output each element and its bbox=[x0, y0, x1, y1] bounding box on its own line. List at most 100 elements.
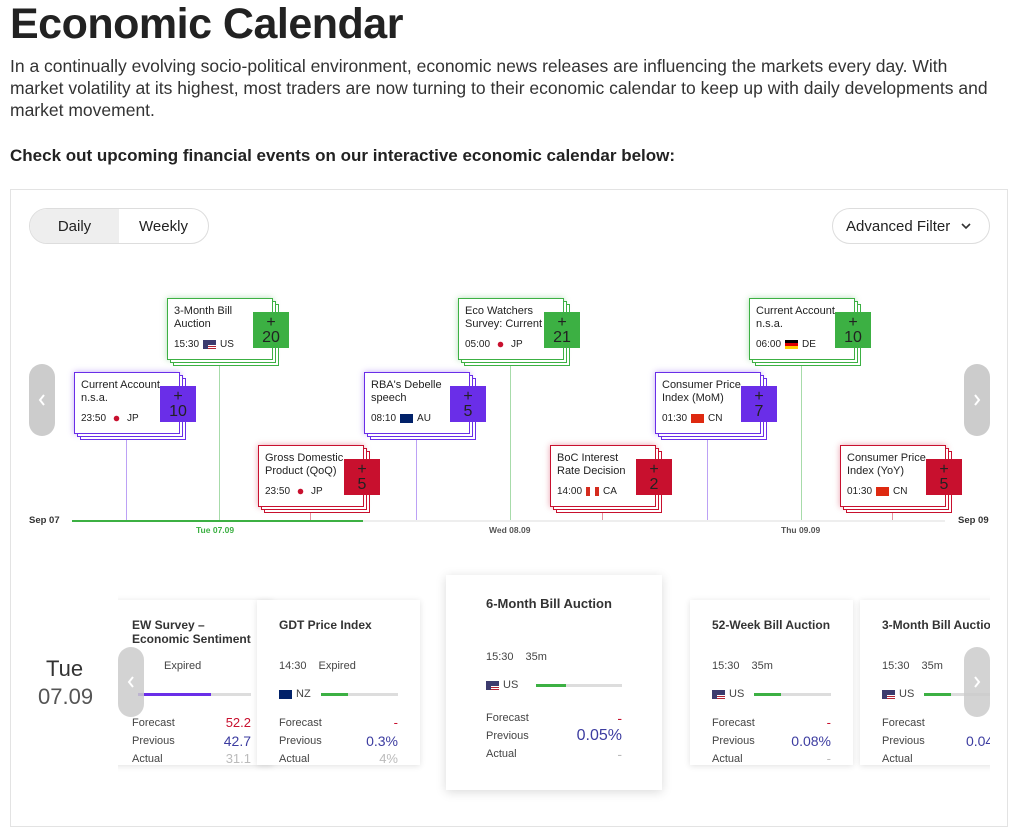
event-meta: 14:00 CA bbox=[557, 486, 617, 499]
timeline-event[interactable]: Current Account n.s.a. 23:50 JP + 10 bbox=[74, 372, 196, 434]
day-date: 07.09 bbox=[38, 684, 94, 709]
card-time-row: 15:30 35m bbox=[712, 652, 831, 680]
event-more[interactable]: + 2 bbox=[636, 459, 672, 495]
event-country: JP bbox=[127, 412, 139, 424]
tab-weekly[interactable]: Weekly bbox=[139, 217, 188, 235]
field-label: Forecast bbox=[486, 712, 529, 724]
flag bbox=[494, 340, 508, 350]
card-time: 15:30 bbox=[712, 660, 740, 672]
timeline-event[interactable]: 3-Month Bill Auction 15:30 US + 20 bbox=[167, 298, 289, 360]
event-time: 23:50 bbox=[265, 485, 291, 497]
event-title: Consumer Price Index (YoY) bbox=[847, 452, 926, 477]
flag bbox=[785, 340, 799, 350]
event-more[interactable]: + 10 bbox=[160, 386, 196, 422]
event-cards: EW Survey – Economic Sentiment Expired For… bbox=[118, 560, 990, 810]
timeline-prev[interactable] bbox=[29, 364, 55, 436]
card-title: 52-Week Bill Auction bbox=[712, 618, 831, 632]
advanced-filter[interactable]: Advanced Filter bbox=[832, 208, 990, 244]
event-title: Eco Watchers Survey: Current bbox=[465, 305, 543, 330]
card-title: EW Survey – Economic Sentiment bbox=[132, 618, 251, 646]
card-country: US bbox=[729, 688, 745, 700]
flag bbox=[279, 689, 292, 699]
timeline-event[interactable]: RBA's Debelle speech 08:10 AU + 5 bbox=[364, 372, 486, 434]
timeline-event[interactable]: Current Account n.s.a. 06:00 DE + 10 bbox=[749, 298, 871, 360]
flag bbox=[400, 414, 414, 424]
event-time: 05:00 bbox=[465, 338, 491, 350]
card-time: 14:30 bbox=[279, 660, 307, 672]
progress-fill-bar bbox=[754, 692, 782, 696]
flag bbox=[294, 487, 308, 497]
timeline-event[interactable]: Gross Domestic Product (QoQ) 23:50 JP + 5 bbox=[258, 445, 380, 507]
event-meta: 23:50 JP bbox=[265, 486, 323, 499]
event-more[interactable]: + 10 bbox=[835, 312, 871, 348]
card-field: Previous 42.7 bbox=[132, 732, 251, 750]
timeline-next[interactable] bbox=[964, 364, 990, 436]
field-value: - bbox=[393, 715, 398, 730]
event-meta: 08:10 AU bbox=[371, 413, 431, 426]
cards-next[interactable] bbox=[964, 647, 990, 717]
event-meta: 05:00 JP bbox=[465, 339, 523, 352]
event-more[interactable]: + 5 bbox=[926, 459, 962, 495]
flag bbox=[691, 414, 705, 424]
event-stem bbox=[707, 434, 708, 520]
event-card[interactable]: GDT Price Index 14:30 Expired NZ Forecast - Pr… bbox=[257, 600, 420, 768]
event-card[interactable]: 52-Week Bill Auction 15:30 35m US Forecast - P… bbox=[690, 600, 853, 768]
event-card[interactable]: 6-Month Bill Auction 15:30 35m US Forecast - P… bbox=[446, 575, 662, 790]
event-more[interactable]: + 21 bbox=[544, 312, 580, 348]
card-fields: Forecast - Previous 0.3% Actual 4% bbox=[279, 714, 398, 768]
card-title: 3-Month Bill Auction bbox=[882, 618, 990, 632]
field-label: Previous bbox=[882, 735, 925, 747]
event-meta: 01:30 CN bbox=[662, 413, 722, 426]
field-value: - bbox=[617, 746, 622, 762]
flag bbox=[712, 689, 725, 699]
card-status: 35m bbox=[921, 660, 943, 672]
card-country-row: US bbox=[882, 680, 990, 708]
card-field: Forecast - bbox=[279, 714, 398, 732]
event-meta: 06:00 DE bbox=[756, 339, 816, 352]
event-time: 01:30 bbox=[662, 412, 688, 424]
card-country: NZ bbox=[296, 688, 311, 700]
card-field: Previous 0.045 bbox=[882, 732, 990, 750]
field-value: 31.1 bbox=[225, 751, 251, 766]
flag bbox=[110, 414, 124, 424]
tab-daily[interactable]: Daily bbox=[30, 209, 119, 243]
card-country-row: US bbox=[712, 680, 831, 708]
card-field: Actual - bbox=[486, 745, 622, 763]
timeline-date: Sep 09 bbox=[958, 515, 989, 526]
card-title: GDT Price Index bbox=[279, 618, 372, 632]
card-country-row: NZ bbox=[279, 680, 398, 708]
event-country: JP bbox=[311, 485, 323, 497]
intro-text: In a continually evolving socio-politica… bbox=[10, 56, 988, 120]
card-fields: Forecast - Previous 0.05% Actual - bbox=[486, 709, 622, 763]
event-more[interactable]: + 5 bbox=[344, 459, 380, 495]
event-title: Gross Domestic Product (QoQ) bbox=[265, 452, 344, 477]
progress-fill-bar bbox=[536, 683, 567, 687]
timeline-event[interactable]: BoC Interest Rate Decision 14:00 CA + 2 bbox=[550, 445, 672, 507]
card-fields: Forecast - Previous 0.08% Actual - bbox=[712, 714, 831, 768]
card-field: Actual - bbox=[712, 750, 831, 768]
event-more[interactable]: + 5 bbox=[450, 386, 486, 422]
card-fields: Forecast 52.2 Previous 42.7 Actual 31.1 bbox=[132, 714, 251, 768]
field-label: Actual bbox=[712, 753, 743, 765]
event-country: DE bbox=[802, 338, 816, 350]
event-more[interactable]: + 7 bbox=[741, 386, 777, 422]
field-label: Actual bbox=[486, 748, 517, 760]
card-field: Previous 0.08% bbox=[712, 732, 831, 750]
timeline-event[interactable]: Eco Watchers Survey: Current 05:00 JP + 21 bbox=[458, 298, 580, 360]
field-value: - bbox=[617, 710, 622, 726]
event-time: 08:10 bbox=[371, 412, 397, 424]
timeline-event[interactable]: Consumer Price Index (YoY) 01:30 CN + 5 bbox=[840, 445, 962, 507]
cards-prev[interactable] bbox=[118, 647, 144, 717]
event-time: 23:50 bbox=[81, 412, 107, 424]
progress-fill-bar bbox=[138, 692, 212, 696]
event-country: JP bbox=[511, 338, 523, 350]
event-time: 06:00 bbox=[756, 338, 782, 350]
field-value: 0.05% bbox=[576, 727, 622, 744]
event-country: CN bbox=[708, 412, 723, 424]
event-title: BoC Interest Rate Decision bbox=[557, 452, 626, 477]
event-more[interactable]: + 20 bbox=[253, 312, 289, 348]
card-time: 15:30 bbox=[882, 660, 910, 672]
flag bbox=[203, 340, 217, 350]
timeline-event[interactable]: Consumer Price Index (MoM) 01:30 CN + 7 bbox=[655, 372, 777, 434]
progress-fill-bar bbox=[924, 692, 952, 696]
